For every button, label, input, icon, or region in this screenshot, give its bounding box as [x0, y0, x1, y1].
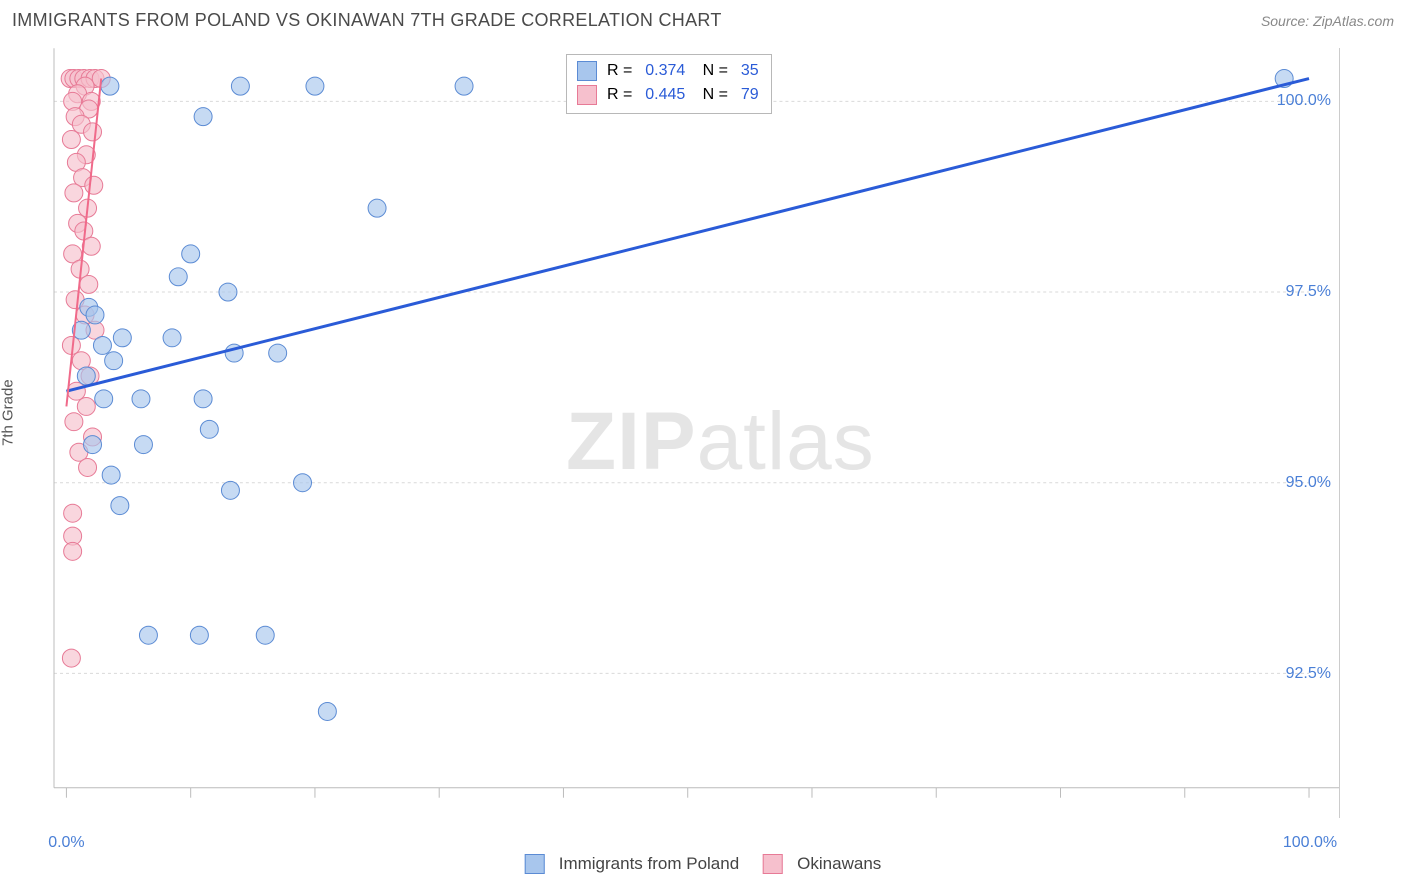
r-value-b: 0.445: [645, 83, 685, 107]
r-value-a: 0.374: [645, 59, 685, 83]
legend-bottom: Immigrants from Poland Okinawans: [525, 854, 882, 874]
x-tick-left: 0.0%: [48, 834, 84, 852]
swatch-a-bottom: [525, 854, 545, 874]
chart-title: IMMIGRANTS FROM POLAND VS OKINAWAN 7TH G…: [12, 10, 722, 31]
swatch-a: [577, 61, 597, 81]
y-tick-label: 92.5%: [1286, 665, 1331, 683]
correlation-legend: R = 0.374 N = 35 R = 0.445 N = 79: [566, 54, 772, 114]
swatch-b-bottom: [763, 854, 783, 874]
y-tick-label: 100.0%: [1277, 92, 1331, 110]
chart-svg: [50, 48, 1339, 818]
n-value-b: 79: [741, 83, 759, 107]
legend-item-b: Okinawans: [763, 854, 881, 874]
swatch-b: [577, 85, 597, 105]
chart-source: Source: ZipAtlas.com: [1261, 13, 1394, 29]
y-axis-label: 7th Grade: [0, 379, 17, 446]
legend-label-a: Immigrants from Poland: [559, 854, 739, 874]
y-tick-label: 95.0%: [1286, 474, 1331, 492]
x-tick-right: 100.0%: [1283, 834, 1337, 852]
legend-label-b: Okinawans: [797, 854, 881, 874]
legend-row-b: R = 0.445 N = 79: [577, 83, 759, 107]
legend-row-a: R = 0.374 N = 35: [577, 59, 759, 83]
chart-header: IMMIGRANTS FROM POLAND VS OKINAWAN 7TH G…: [12, 10, 1394, 31]
y-tick-label: 97.5%: [1286, 283, 1331, 301]
n-value-a: 35: [741, 59, 759, 83]
legend-item-a: Immigrants from Poland: [525, 854, 739, 874]
plot-area: 92.5%95.0%97.5%100.0%0.0%100.0%: [50, 48, 1340, 818]
